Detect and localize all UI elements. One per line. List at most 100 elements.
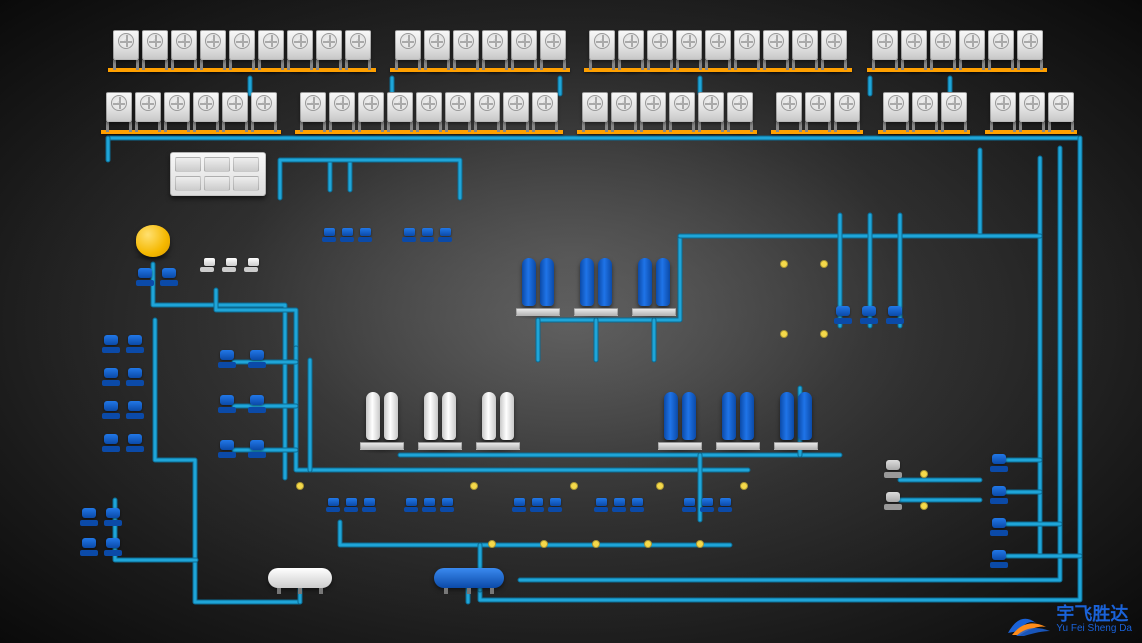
pump-botleft-0 bbox=[80, 508, 98, 528]
buffer-tank-blue bbox=[434, 568, 504, 588]
pump-farright-3 bbox=[990, 550, 1008, 570]
pipe-outer-12 bbox=[280, 160, 460, 198]
chiller-white-1 bbox=[420, 392, 460, 450]
pump-bottomrow-11 bbox=[630, 498, 644, 514]
pump-bottomrow-10 bbox=[612, 498, 626, 514]
valve-5 bbox=[488, 540, 496, 548]
cooling-tower-row2-0-2 bbox=[164, 92, 190, 134]
valve-3 bbox=[656, 482, 664, 490]
pump-topleft-0 bbox=[136, 268, 154, 288]
cooling-tower-row1-0-1 bbox=[142, 30, 168, 72]
cooling-tower-row2-1-6 bbox=[474, 92, 500, 134]
pump-bottomrow-0 bbox=[326, 498, 340, 514]
pump-bottomrow-13 bbox=[700, 498, 714, 514]
cooling-tower-row1-0-2 bbox=[171, 30, 197, 72]
valve-2 bbox=[570, 482, 578, 490]
pump-white-trio-1 bbox=[222, 258, 240, 278]
pump-topcluster-3 bbox=[402, 228, 416, 244]
pump-leftcol-3 bbox=[126, 368, 144, 388]
cooling-tower-row2-0-3 bbox=[193, 92, 219, 134]
valve-7 bbox=[592, 540, 600, 548]
pump-topcluster-1 bbox=[340, 228, 354, 244]
pump-centerright-0 bbox=[834, 306, 852, 326]
pipe-outer-19 bbox=[340, 522, 730, 545]
pump-bottomrow-9 bbox=[594, 498, 608, 514]
pump-topleft-1 bbox=[160, 268, 178, 288]
cooling-tower-row2-5-1 bbox=[1019, 92, 1045, 134]
pump-bottomrow-1 bbox=[344, 498, 358, 514]
pump-bottomrow-6 bbox=[512, 498, 526, 514]
cooling-tower-row2-3-2 bbox=[834, 92, 860, 134]
cooling-tower-row2-2-5 bbox=[727, 92, 753, 134]
cooling-tower-row1-1-5 bbox=[540, 30, 566, 72]
valve-1 bbox=[470, 482, 478, 490]
valve-9 bbox=[696, 540, 704, 548]
pump-bottomrow-3 bbox=[404, 498, 418, 514]
chiller-blue-bot-1 bbox=[718, 392, 758, 450]
pump-topcluster-2 bbox=[358, 228, 372, 244]
valve-10 bbox=[780, 330, 788, 338]
cooling-tower-row1-0-4 bbox=[229, 30, 255, 72]
expansion-tank bbox=[136, 225, 170, 257]
pump-leftcol-1 bbox=[126, 335, 144, 355]
cooling-tower-row2-1-1 bbox=[329, 92, 355, 134]
pump-centerright-2 bbox=[886, 306, 904, 326]
cooling-tower-row2-0-0 bbox=[106, 92, 132, 134]
cooling-tower-row1-2-2 bbox=[647, 30, 673, 72]
cooling-tower-row2-0-5 bbox=[251, 92, 277, 134]
pump-botleft-3 bbox=[104, 538, 122, 558]
cooling-tower-row1-3-1 bbox=[901, 30, 927, 72]
cooling-tower-row2-5-0 bbox=[990, 92, 1016, 134]
pump-leftcol-6 bbox=[102, 434, 120, 454]
pipe-outer-11 bbox=[330, 160, 350, 190]
pump-bottomrow-4 bbox=[422, 498, 436, 514]
cooling-tower-row1-1-0 bbox=[395, 30, 421, 72]
cooling-tower-row2-2-0 bbox=[582, 92, 608, 134]
cooling-tower-row1-1-2 bbox=[453, 30, 479, 72]
cooling-tower-row2-1-0 bbox=[300, 92, 326, 134]
pump-midleft-3 bbox=[248, 395, 266, 415]
pump-centerright-1 bbox=[860, 306, 878, 326]
pump-midleft-5 bbox=[248, 440, 266, 460]
pump-bottomrow-14 bbox=[718, 498, 732, 514]
pump-botleft-1 bbox=[104, 508, 122, 528]
pump-midleft-4 bbox=[218, 440, 236, 460]
pump-bottomrow-12 bbox=[682, 498, 696, 514]
cooling-tower-row1-3-2 bbox=[930, 30, 956, 72]
logo-text: 宇飞胜达 Yu Fei Sheng Da bbox=[1056, 605, 1132, 635]
cooling-tower-row2-1-4 bbox=[416, 92, 442, 134]
cooling-tower-row2-2-1 bbox=[611, 92, 637, 134]
cooling-tower-row2-2-4 bbox=[698, 92, 724, 134]
cooling-tower-row1-2-8 bbox=[821, 30, 847, 72]
chiller-blue-top-0 bbox=[518, 258, 558, 316]
cooling-tower-row1-2-6 bbox=[763, 30, 789, 72]
pump-leftcol-5 bbox=[126, 401, 144, 421]
cooling-tower-row1-2-5 bbox=[734, 30, 760, 72]
pump-leftcol-7 bbox=[126, 434, 144, 454]
pump-topcluster-4 bbox=[420, 228, 434, 244]
cooling-tower-row1-0-3 bbox=[200, 30, 226, 72]
valve-6 bbox=[540, 540, 548, 548]
pump-bottomrow-8 bbox=[548, 498, 562, 514]
cooling-tower-row1-0-6 bbox=[287, 30, 313, 72]
cooling-tower-row1-3-5 bbox=[1017, 30, 1043, 72]
valve-13 bbox=[820, 260, 828, 268]
pump-white-trio-0 bbox=[200, 258, 218, 278]
pump-leftcol-4 bbox=[102, 401, 120, 421]
cooling-tower-row1-2-3 bbox=[676, 30, 702, 72]
valve-15 bbox=[920, 502, 928, 510]
pipe-12 bbox=[280, 160, 460, 198]
cooling-tower-row2-4-0 bbox=[883, 92, 909, 134]
pump-farright-0 bbox=[990, 454, 1008, 474]
pump-bottomrow-7 bbox=[530, 498, 544, 514]
cooling-tower-row2-1-8 bbox=[532, 92, 558, 134]
valve-11 bbox=[820, 330, 828, 338]
pump-grey-0 bbox=[884, 460, 902, 480]
pump-leftcol-2 bbox=[102, 368, 120, 388]
cooling-tower-row2-3-0 bbox=[776, 92, 802, 134]
chiller-blue-bot-2 bbox=[776, 392, 816, 450]
buffer-tank-white bbox=[268, 568, 332, 588]
chiller-blue-top-2 bbox=[634, 258, 674, 316]
cooling-tower-row1-1-4 bbox=[511, 30, 537, 72]
cooling-tower-row1-1-1 bbox=[424, 30, 450, 72]
